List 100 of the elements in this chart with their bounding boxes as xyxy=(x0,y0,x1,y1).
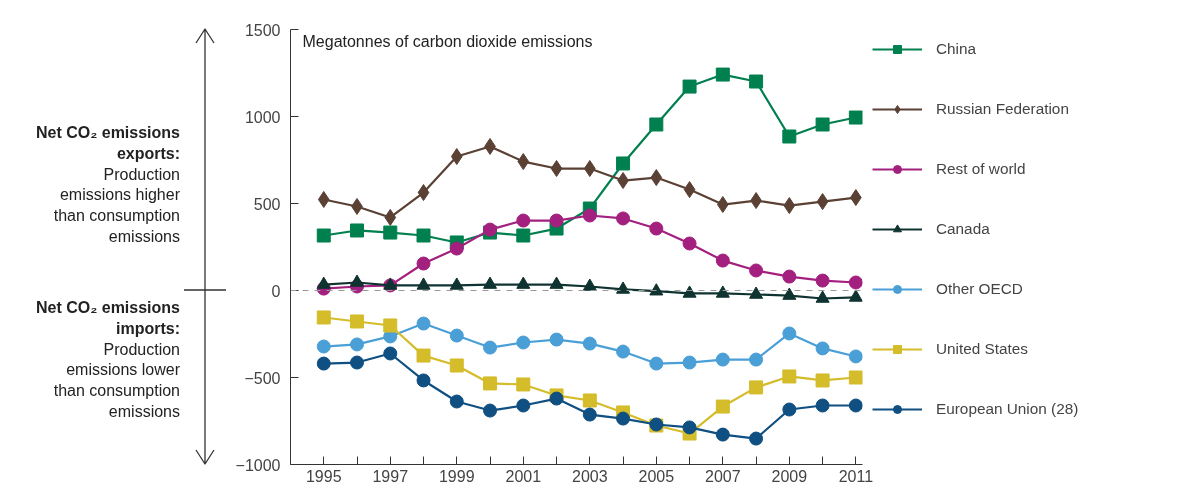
point xyxy=(516,398,531,413)
legend-label: United States xyxy=(936,340,1029,358)
point xyxy=(384,208,397,226)
point xyxy=(616,211,631,226)
point xyxy=(682,355,697,370)
point xyxy=(350,355,365,370)
legend-label: Rest of world xyxy=(936,160,1026,178)
x-tick-label: 2009 xyxy=(771,467,808,485)
point xyxy=(815,117,830,132)
point xyxy=(749,380,764,395)
point xyxy=(516,228,531,243)
point xyxy=(782,369,797,384)
point xyxy=(716,196,729,214)
point xyxy=(583,160,596,178)
point xyxy=(715,253,730,268)
point xyxy=(782,402,797,417)
point xyxy=(350,223,365,238)
point xyxy=(449,358,464,373)
point xyxy=(582,336,597,351)
point xyxy=(749,263,764,278)
point xyxy=(450,148,463,166)
point xyxy=(616,344,631,359)
point xyxy=(815,290,830,303)
point xyxy=(582,407,597,422)
point xyxy=(782,129,797,144)
point xyxy=(483,376,498,391)
y-tick-label: −1000 xyxy=(235,456,281,474)
point xyxy=(650,169,663,187)
point xyxy=(383,346,398,361)
point xyxy=(749,352,764,367)
point xyxy=(416,277,431,290)
point xyxy=(783,197,796,215)
point xyxy=(417,184,430,202)
legend-label: European Union (28) xyxy=(936,400,1079,418)
point xyxy=(582,208,597,223)
point xyxy=(316,310,331,325)
legend-label: China xyxy=(936,40,977,58)
x-tick-label: 1997 xyxy=(372,467,409,485)
y-tick-label: 0 xyxy=(271,282,281,300)
point xyxy=(549,213,564,228)
point xyxy=(316,228,331,243)
y-tick-label: −500 xyxy=(244,369,281,387)
point xyxy=(383,318,398,333)
point xyxy=(350,274,365,287)
point xyxy=(649,221,664,236)
point xyxy=(549,276,564,289)
point xyxy=(715,399,730,414)
point xyxy=(749,286,764,299)
point xyxy=(649,356,664,371)
point xyxy=(416,373,431,388)
point xyxy=(483,403,498,418)
y-axis-title: Megatonnes of carbon dioxide emissions xyxy=(302,33,593,50)
x-tick-label: 2007 xyxy=(705,467,741,485)
point xyxy=(316,276,331,289)
point xyxy=(715,285,730,298)
point xyxy=(449,394,464,409)
point xyxy=(815,341,830,356)
point xyxy=(416,316,431,331)
x-tick-label: 2005 xyxy=(638,467,675,485)
point xyxy=(416,256,431,271)
point xyxy=(616,411,631,426)
point xyxy=(616,281,631,294)
point xyxy=(848,349,863,364)
point xyxy=(683,181,696,199)
legend-label: Russian Federation xyxy=(936,100,1069,118)
x-tick-label: 2011 xyxy=(838,467,874,485)
point xyxy=(517,153,530,171)
point xyxy=(350,337,365,352)
point xyxy=(416,228,431,243)
point xyxy=(848,275,863,290)
point xyxy=(815,398,830,413)
point xyxy=(815,273,830,288)
point xyxy=(749,431,764,446)
point xyxy=(848,398,863,413)
point xyxy=(649,283,664,296)
point xyxy=(782,287,797,300)
point xyxy=(516,276,531,289)
point xyxy=(316,356,331,371)
y-tick-label: 500 xyxy=(253,195,281,213)
point xyxy=(682,79,697,94)
point xyxy=(449,241,464,256)
point xyxy=(582,278,597,291)
text: Net CO₂ emissions exports: xyxy=(35,122,180,164)
point xyxy=(782,326,797,341)
point xyxy=(350,314,365,329)
x-tick-label: 2001 xyxy=(505,467,542,485)
x-tick-label: 2003 xyxy=(572,467,608,485)
point xyxy=(449,328,464,343)
point xyxy=(815,373,830,388)
x-tick-label: 1999 xyxy=(438,467,475,485)
point xyxy=(483,276,498,289)
point xyxy=(782,269,797,284)
legend-label: Canada xyxy=(936,220,990,238)
point xyxy=(816,193,829,211)
point xyxy=(682,236,697,251)
point xyxy=(682,420,697,435)
point xyxy=(649,117,664,132)
point xyxy=(549,332,564,347)
point xyxy=(715,427,730,442)
point xyxy=(682,285,697,298)
